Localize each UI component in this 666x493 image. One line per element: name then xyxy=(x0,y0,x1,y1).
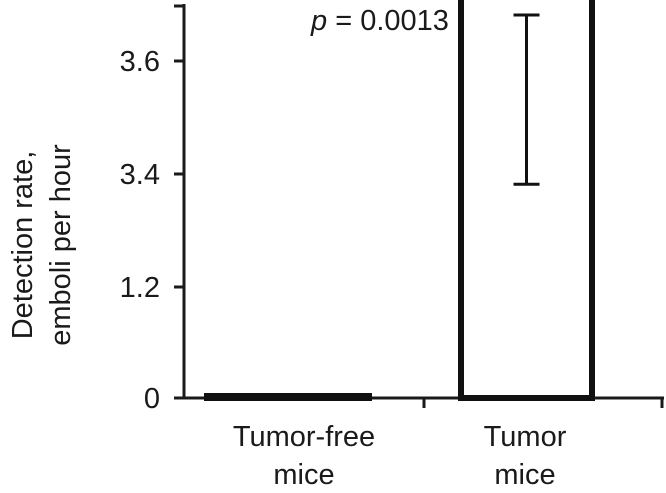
category-label-2-line-1: Tumor xyxy=(484,421,567,453)
p-value-annotation: p = 0.0013 xyxy=(310,5,449,37)
category-label-1-line-2: mice xyxy=(273,459,334,491)
bars-group xyxy=(204,0,595,401)
y-axis-label-line-2: emboli per hour xyxy=(45,144,77,346)
category-label-1-line-1: Tumor-free xyxy=(233,421,375,453)
category-label-2-line-2: mice xyxy=(494,459,555,491)
y-tick-label: 0 xyxy=(144,383,160,415)
bar xyxy=(204,393,372,401)
y-axis-label-line-1: Detection rate, xyxy=(7,151,39,340)
p-symbol: p xyxy=(310,5,327,37)
p-value-text: = 0.0013 xyxy=(327,5,449,37)
error-bars-group xyxy=(513,13,540,186)
y-ticks: 0 1.2 3.4 3.6 xyxy=(120,4,184,415)
y-tick-label: 3.4 xyxy=(120,159,160,191)
y-tick-label: 1.2 xyxy=(120,272,160,304)
y-tick-label: 3.6 xyxy=(120,46,160,78)
